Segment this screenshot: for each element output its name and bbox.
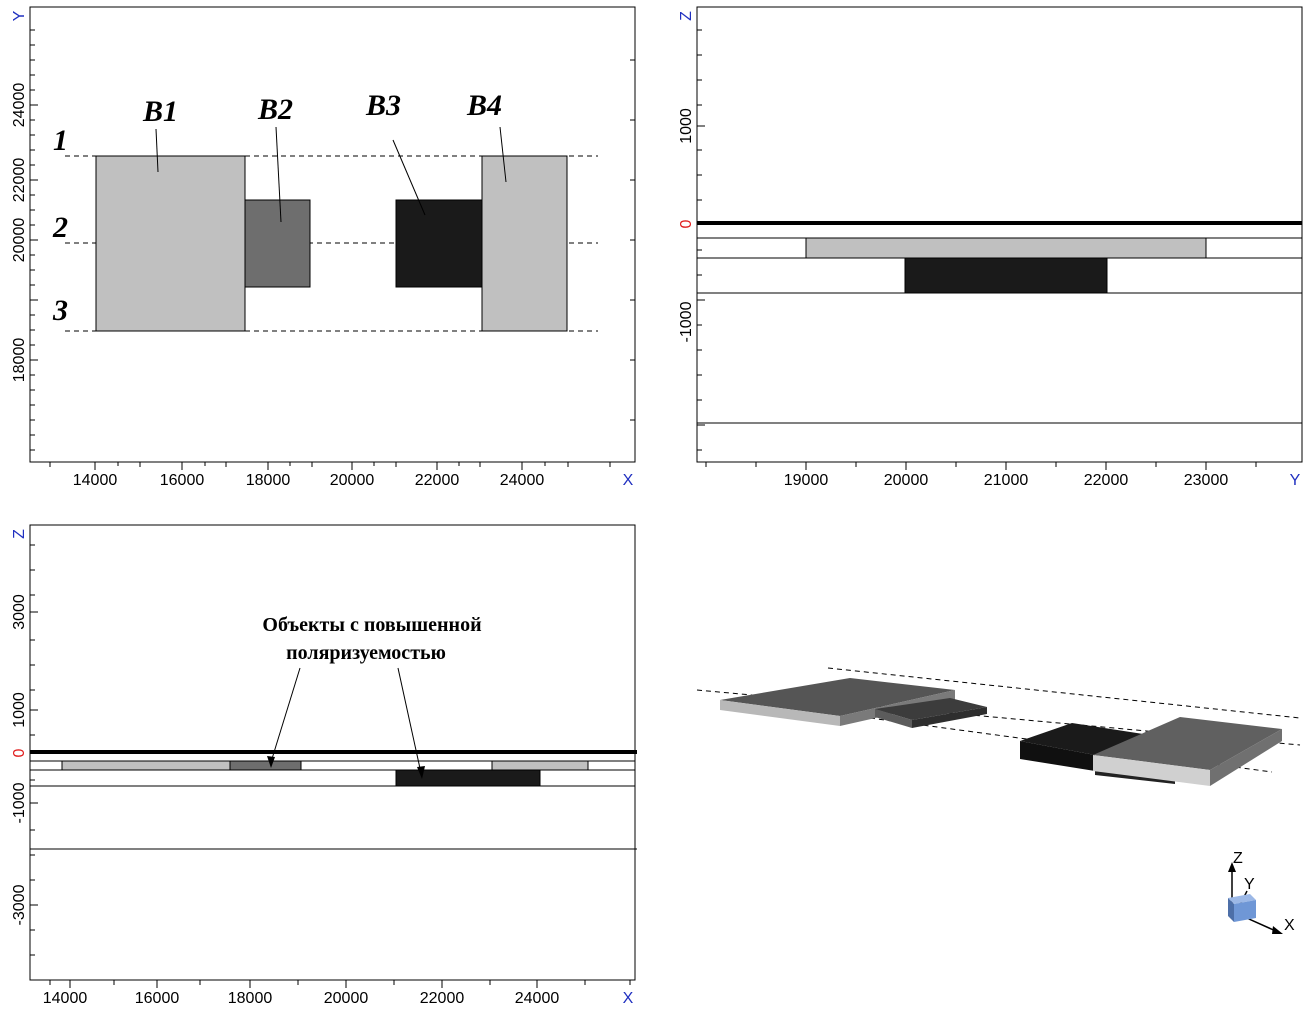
block-b4-3d-side (1093, 755, 1210, 786)
section-x-z-tick-label: -3000 (11, 884, 28, 925)
section-y-z-axis-letter: Z (678, 11, 695, 21)
gizmo-cube-side (1228, 898, 1234, 922)
block-label-b4: B4 (466, 89, 502, 122)
section-x-z-zero-label: 0 (11, 748, 28, 757)
leader-b1 (155, 128, 159, 173)
section-y-z-tick-label: 1000 (678, 108, 695, 144)
plan-y-axis-letter: Y (11, 10, 28, 21)
plan-x-tick-label: 18000 (246, 472, 291, 489)
gizmo-x-arrowhead (1272, 926, 1283, 934)
block-b3-3d-side (1020, 741, 1095, 771)
gizmo-z-arrowhead (1228, 862, 1236, 872)
profile-line-3d (827, 667, 1301, 719)
orientation-gizmo: Z Y X (1228, 850, 1295, 934)
annotation-pointer-right (397, 667, 422, 774)
block-b3-3d-top (1020, 723, 1150, 755)
section-x-z-axis-letter: Z (11, 529, 28, 539)
section-y-z-tick-label: -1000 (678, 301, 695, 342)
section-y-axis-letter: Y (1290, 472, 1301, 489)
section-y-tick-label: 23000 (1184, 472, 1229, 489)
section-x-z-tick-label: 1000 (11, 692, 28, 728)
block-b2-3d-side (912, 707, 987, 728)
section-y-dark-body (904, 257, 1108, 294)
plan-view-y-ticks (30, 29, 635, 451)
plan-x-tick-label: 24000 (500, 472, 545, 489)
section-x-tick-label: 24000 (515, 990, 560, 1007)
plan-y-tick-label: 24000 (11, 83, 28, 128)
section-x-tick-label: 22000 (420, 990, 465, 1007)
section-x-tick-label: 16000 (135, 990, 180, 1007)
section-y-panel: 19000 20000 21000 22000 23000 Y 1000 0 -… (678, 6, 1303, 489)
section-y-z-ticks (697, 29, 705, 451)
annotation-arrowhead (417, 766, 425, 779)
gizmo-cube-top (1228, 894, 1256, 904)
section-y-tick-label: 21000 (984, 472, 1029, 489)
section-y-tick-label: 22000 (1084, 472, 1129, 489)
leader-b2 (275, 126, 282, 223)
block-b1-3d-side (720, 700, 840, 726)
section-x-body-b4 (491, 760, 589, 771)
section-x-tick-label: 20000 (324, 990, 369, 1007)
section-x-body-b2 (229, 760, 302, 771)
block-b4-3d-side (1210, 729, 1282, 786)
gizmo-x-label: X (1284, 917, 1295, 934)
section-x-z-tick-label: -1000 (11, 782, 28, 823)
block-b3-3d-side (1095, 771, 1175, 784)
plan-view-x-ticks (49, 462, 611, 470)
plan-x-tick-label: 20000 (330, 472, 375, 489)
plan-x-tick-label: 16000 (160, 472, 205, 489)
block-label-b1: B1 (142, 95, 178, 128)
profile-label-2: 2 (52, 211, 68, 244)
plan-y-tick-label: 18000 (11, 338, 28, 383)
section-x-axis-letter: X (623, 990, 634, 1007)
block-b2-3d-side (875, 709, 912, 728)
block-b2-3d-top (875, 698, 987, 720)
plan-x-tick-label: 22000 (415, 472, 460, 489)
plan-y-tick-label: 20000 (11, 218, 28, 263)
block-b3 (395, 199, 483, 288)
section-y-y-ticks (705, 462, 1257, 470)
plan-x-tick-label: 14000 (73, 472, 118, 489)
plan-view-frame (29, 6, 636, 463)
section-x-tick-label: 18000 (228, 990, 273, 1007)
view-3d-panel: Z Y X (696, 667, 1301, 934)
leader-b3 (392, 139, 426, 216)
block-b4-3d-top (1093, 717, 1282, 770)
annotation-arrowhead (267, 756, 275, 768)
annotation-line-2: поляризуемостью (286, 642, 446, 664)
gizmo-cube-front (1234, 900, 1256, 922)
annotation-line-1: Объекты с повышенной (262, 614, 481, 636)
section-y-tick-label: 20000 (884, 472, 929, 489)
profile-label-3: 3 (52, 294, 68, 327)
section-y-frame (696, 6, 1303, 463)
section-x-body-b3 (395, 769, 541, 787)
section-y-z-zero-label: 0 (678, 219, 695, 228)
gizmo-y-label: Y (1244, 876, 1255, 893)
plan-y-tick-label: 22000 (11, 158, 28, 203)
gizmo-z-label: Z (1233, 850, 1243, 867)
block-label-b3: B3 (365, 89, 401, 122)
section-x-panel: 14000 16000 18000 20000 22000 24000 X 30… (11, 524, 637, 1007)
block-b1-3d-top (720, 678, 955, 716)
section-x-tick-label: 14000 (43, 990, 88, 1007)
section-y-light-body (805, 237, 1207, 259)
block-b1 (95, 155, 246, 332)
profile-label-1: 1 (53, 124, 68, 157)
plan-view-panel: 14000 16000 18000 20000 22000 24000 X 24… (11, 6, 636, 489)
leader-b4 (499, 126, 507, 183)
annotation-pointer-left (270, 667, 301, 763)
block-b4 (481, 155, 568, 332)
plan-x-axis-letter: X (623, 472, 634, 489)
block-b2 (244, 199, 311, 288)
block-label-b2: B2 (257, 93, 293, 126)
section-y-tick-label: 19000 (784, 472, 829, 489)
section-x-body-b1 (61, 760, 231, 771)
section-x-z-tick-label: 3000 (11, 594, 28, 630)
section-x-x-ticks (49, 980, 631, 988)
